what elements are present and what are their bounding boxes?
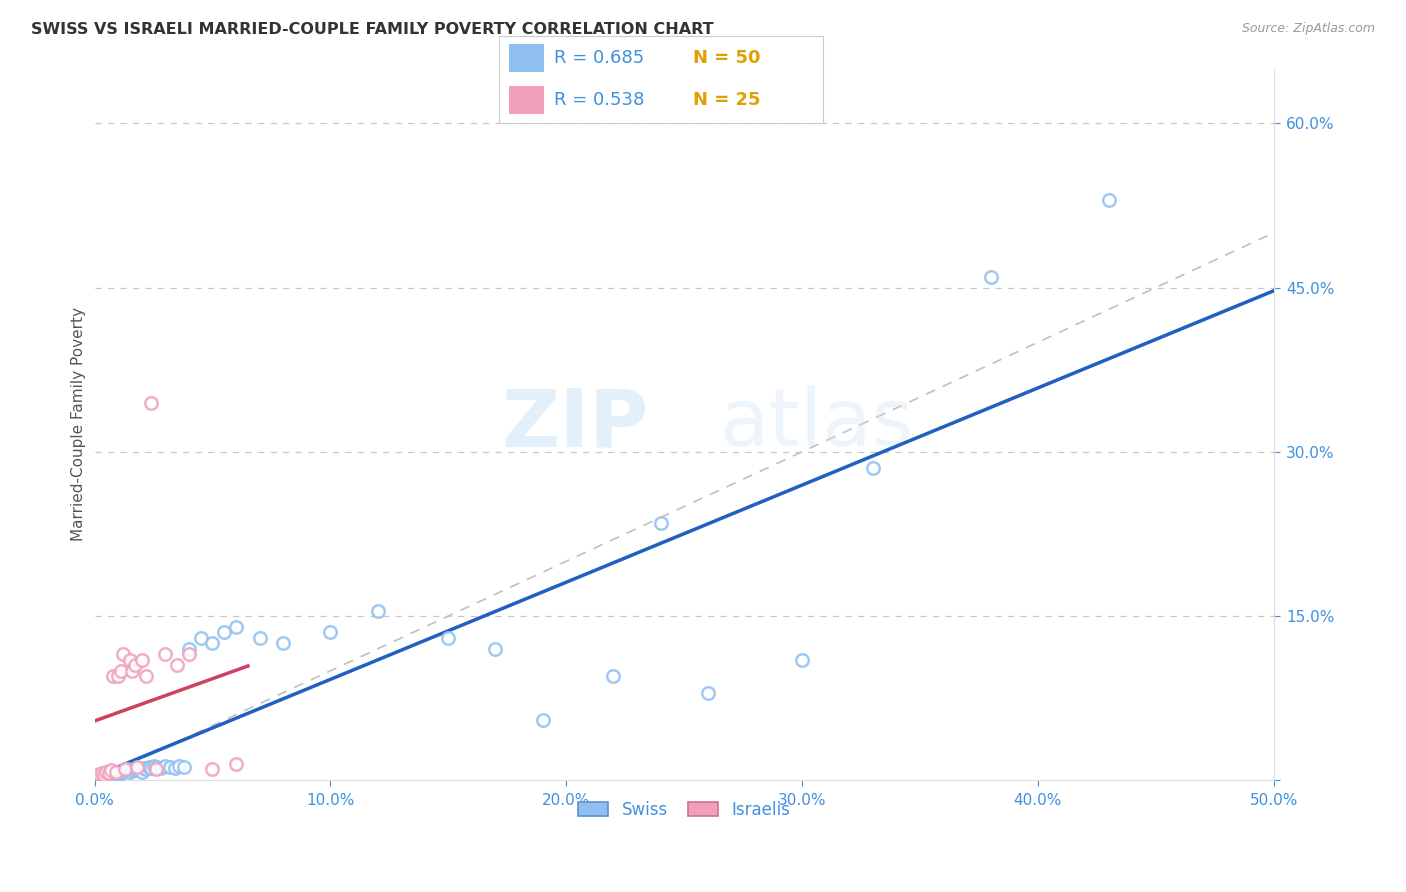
- Text: N = 25: N = 25: [693, 91, 761, 109]
- Text: atlas: atlas: [720, 385, 914, 464]
- Y-axis label: Married-Couple Family Poverty: Married-Couple Family Poverty: [72, 308, 86, 541]
- Text: N = 50: N = 50: [693, 49, 761, 67]
- Text: SWISS VS ISRAELI MARRIED-COUPLE FAMILY POVERTY CORRELATION CHART: SWISS VS ISRAELI MARRIED-COUPLE FAMILY P…: [31, 22, 714, 37]
- FancyBboxPatch shape: [509, 87, 544, 114]
- Text: Source: ZipAtlas.com: Source: ZipAtlas.com: [1241, 22, 1375, 36]
- FancyBboxPatch shape: [509, 45, 544, 72]
- Text: R = 0.685: R = 0.685: [554, 49, 644, 67]
- Text: ZIP: ZIP: [502, 385, 648, 464]
- Text: R = 0.538: R = 0.538: [554, 91, 644, 109]
- FancyBboxPatch shape: [499, 36, 823, 123]
- Legend: Swiss, Israelis: Swiss, Israelis: [572, 794, 797, 825]
